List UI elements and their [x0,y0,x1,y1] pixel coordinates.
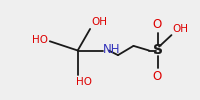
Text: O: O [152,18,161,31]
Text: HO: HO [32,36,48,46]
Text: S: S [153,44,163,58]
Text: OH: OH [172,24,188,34]
Text: HO: HO [76,77,92,87]
Text: OH: OH [92,17,108,27]
Text: O: O [152,70,161,83]
Text: NH: NH [103,43,121,56]
